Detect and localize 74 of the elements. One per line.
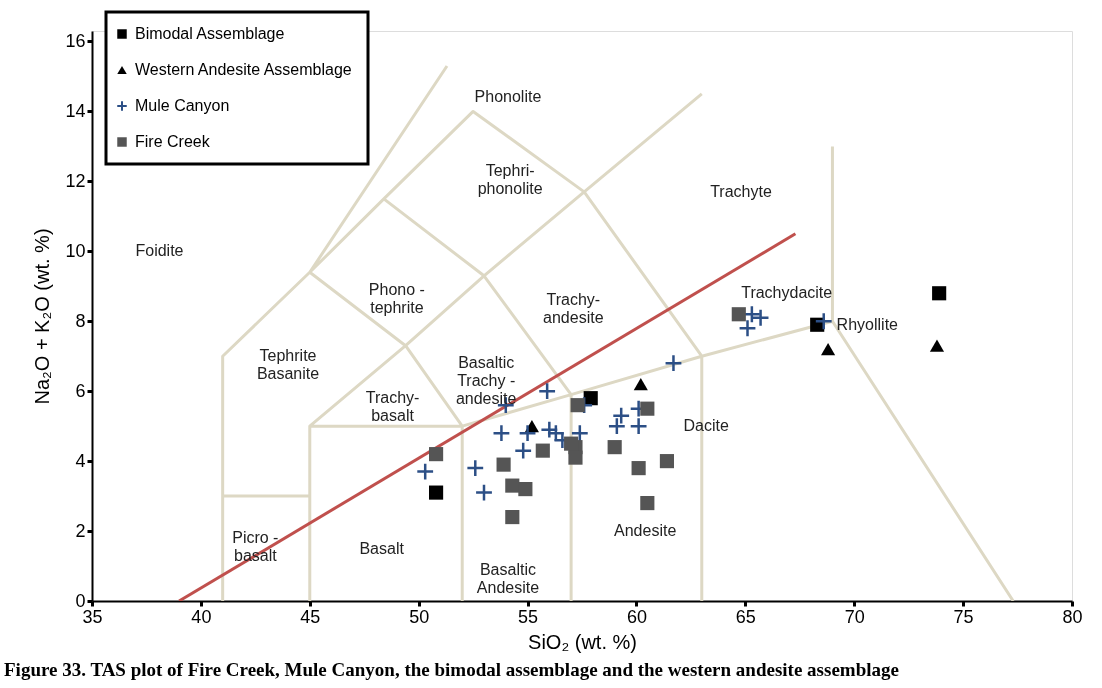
annotation: Rhyollite	[836, 315, 899, 333]
point	[570, 398, 585, 413]
annotation: Dacite	[683, 417, 729, 435]
annotation: Basaltic Andesite	[476, 560, 540, 596]
point	[466, 458, 485, 478]
point	[583, 391, 598, 406]
point	[633, 378, 648, 391]
point	[496, 457, 511, 472]
x-tick-label: 65	[735, 606, 756, 627]
x-tick-label: 80	[1062, 606, 1083, 627]
point	[535, 443, 550, 458]
annotation: Tephri- phonolite	[477, 161, 543, 197]
x-tick-label: 40	[191, 606, 212, 627]
point	[612, 406, 631, 425]
point	[514, 441, 533, 460]
y-tick-label: 8	[75, 310, 86, 331]
annotation: Foidite	[135, 242, 184, 260]
point	[416, 462, 435, 481]
point	[518, 482, 533, 497]
point	[429, 485, 444, 500]
annotation: Tephrite Basanite	[256, 347, 320, 383]
legend-label: Western Andesite Assemblage	[135, 61, 352, 78]
annotation: Basalt	[359, 539, 405, 557]
point	[474, 483, 494, 502]
y-tick-label: 16	[65, 30, 86, 51]
point	[505, 510, 520, 525]
point	[640, 496, 655, 511]
y-tick-label: 12	[65, 170, 86, 191]
point	[568, 450, 583, 465]
point	[564, 436, 579, 451]
legend-label: Fire Creek	[135, 133, 211, 150]
point	[738, 319, 757, 338]
y-tick-label: 4	[75, 450, 86, 471]
x-tick-label: 45	[300, 606, 321, 627]
point	[607, 440, 622, 455]
x-tick-label: 60	[626, 606, 647, 627]
annotation: Basaltic Trachy - andesite	[455, 354, 517, 408]
point	[538, 382, 557, 401]
caption: Figure 33. TAS plot of Fire Creek, Mule Canyon, the bimodal assemblage and the western andesite assemblage	[4, 659, 899, 680]
legend-label: Bimodal Assemblage	[135, 25, 285, 42]
point	[640, 401, 655, 416]
annotation: Trachy- basalt	[365, 389, 420, 425]
point	[505, 478, 520, 493]
point	[821, 343, 836, 356]
x-axis-title: SiO₂ (wt. %)	[528, 630, 637, 653]
y-axis-title: Na₂O + K₂O (wt. %)	[31, 228, 54, 405]
x-tick-label: 55	[518, 606, 539, 627]
point	[631, 461, 646, 476]
point	[629, 417, 648, 436]
x-tick-label: 50	[409, 606, 430, 627]
point	[492, 423, 511, 443]
annotation: Andesite	[614, 522, 677, 540]
point	[932, 286, 947, 301]
x-tick-label: 70	[844, 606, 865, 627]
y-tick-label: 14	[65, 100, 86, 121]
annotation: Phonolite	[474, 88, 542, 106]
point	[659, 454, 674, 469]
point	[570, 423, 589, 443]
legend-label: Mule Canyon	[135, 97, 230, 114]
annotation: Trachy- andesite	[543, 291, 604, 327]
point	[518, 423, 537, 443]
y-tick-label: 10	[65, 240, 86, 261]
point	[929, 339, 945, 352]
point	[429, 447, 444, 462]
annotation: Trachydacite	[741, 284, 833, 302]
point	[731, 307, 746, 322]
point	[607, 417, 626, 436]
annotation: Phono - tephrite	[368, 280, 425, 316]
point	[664, 354, 683, 373]
point	[814, 312, 833, 331]
y-tick-label: 2	[75, 520, 86, 541]
annotation: Trachyte	[710, 182, 772, 200]
y-tick-label: 6	[75, 380, 86, 401]
x-tick-label: 75	[953, 606, 974, 627]
